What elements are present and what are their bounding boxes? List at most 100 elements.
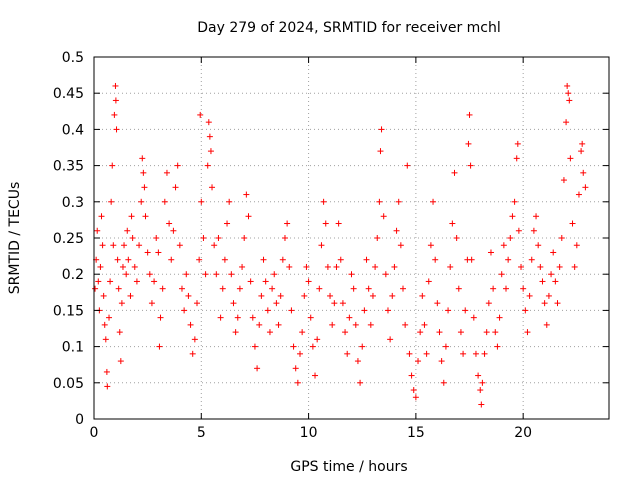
data-point [115, 285, 122, 292]
data-point [159, 285, 166, 292]
y-tick-label: 0 [75, 412, 84, 428]
data-point [566, 97, 573, 104]
data-point [320, 198, 327, 205]
data-point [168, 256, 175, 263]
data-point [427, 242, 434, 249]
data-point [500, 242, 507, 249]
data-point [457, 329, 464, 336]
data-point [550, 249, 557, 256]
data-point [185, 292, 192, 299]
data-point [518, 263, 525, 270]
data-point [140, 169, 147, 176]
data-point [305, 278, 312, 285]
data-point [389, 292, 396, 299]
data-point [138, 198, 145, 205]
data-point [528, 256, 535, 263]
data-point [318, 242, 325, 249]
data-point [157, 314, 164, 321]
data-point [478, 401, 485, 408]
data-point [202, 271, 209, 278]
data-point [234, 314, 241, 321]
data-point [205, 119, 212, 126]
data-point [288, 307, 295, 314]
y-tick-label: 0.05 [53, 376, 84, 392]
data-point [455, 285, 462, 292]
data-point [331, 300, 338, 307]
data-point [324, 263, 331, 270]
data-point [161, 198, 168, 205]
x-tick-label: 20 [514, 425, 532, 441]
data-point [513, 155, 520, 162]
data-point [262, 278, 269, 285]
data-point [387, 336, 394, 343]
data-point [124, 227, 131, 234]
data-point [254, 365, 261, 372]
data-points [92, 82, 589, 408]
data-point [236, 285, 243, 292]
data-point [417, 329, 424, 336]
data-point [123, 271, 130, 278]
data-point [537, 263, 544, 270]
data-point [181, 307, 188, 314]
data-point [198, 198, 205, 205]
data-point [348, 271, 355, 278]
data-point [376, 198, 383, 205]
data-point [393, 227, 400, 234]
data-point [292, 365, 299, 372]
data-point [442, 343, 449, 350]
data-point [543, 321, 550, 328]
data-point [526, 292, 533, 299]
data-point [467, 162, 474, 169]
data-point [423, 350, 430, 357]
data-point [419, 292, 426, 299]
data-point [209, 184, 216, 191]
data-point [492, 329, 499, 336]
x-tick-labels: 0 5 10 15 20 [90, 425, 533, 441]
data-point [468, 256, 475, 263]
data-point [215, 235, 222, 241]
data-point [312, 372, 319, 379]
data-point [496, 314, 503, 321]
data-point [545, 292, 552, 299]
data-point [251, 343, 258, 350]
data-point [339, 300, 346, 307]
data-point [565, 90, 572, 97]
data-point [509, 213, 516, 220]
data-point [539, 278, 546, 285]
data-point [372, 263, 379, 270]
data-point [178, 285, 185, 292]
data-point [402, 321, 409, 328]
data-point [139, 155, 146, 162]
data-point [498, 271, 505, 278]
data-point [219, 285, 226, 292]
data-point [505, 256, 512, 263]
data-point [128, 213, 135, 220]
data-point [294, 379, 301, 386]
data-point [207, 148, 214, 155]
data-point [176, 242, 183, 249]
data-point [494, 343, 501, 350]
data-point [114, 256, 121, 263]
data-point [477, 387, 484, 394]
data-point [151, 278, 158, 285]
data-point [511, 198, 518, 205]
data-point [271, 271, 278, 278]
data-point [342, 329, 349, 336]
data-point [530, 227, 537, 234]
y-tick-label: 0.25 [53, 231, 84, 247]
data-point [556, 263, 563, 270]
data-point [277, 292, 284, 299]
data-point [228, 271, 235, 278]
data-point [490, 285, 497, 292]
data-point [485, 300, 492, 307]
data-point [408, 372, 415, 379]
x-tick-label: 0 [90, 425, 99, 441]
data-point [299, 329, 306, 336]
data-point [352, 321, 359, 328]
data-point [354, 358, 361, 365]
data-point [465, 140, 472, 147]
data-point [307, 314, 314, 321]
y-tick-label: 0.5 [62, 50, 84, 66]
data-point [226, 198, 233, 205]
data-point [275, 321, 282, 328]
